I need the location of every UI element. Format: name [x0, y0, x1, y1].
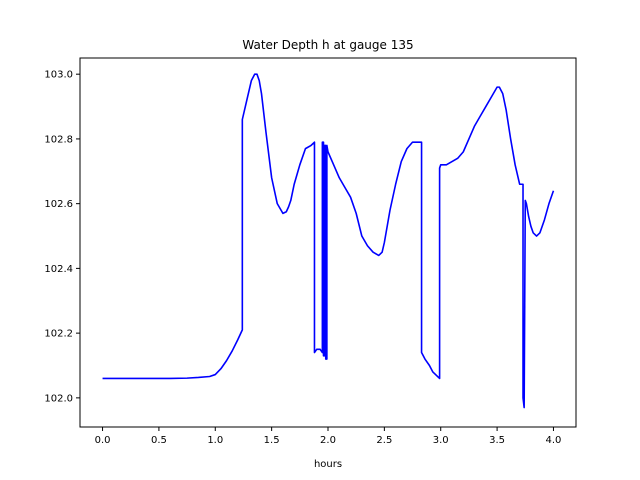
- x-tick-label: 0.5: [151, 435, 167, 446]
- series-line-0: [102, 73, 555, 409]
- y-tick-label: 102.8: [44, 134, 73, 145]
- y-tick-label: 102.0: [44, 393, 73, 404]
- x-tick-label: 2.5: [376, 435, 392, 446]
- y-tick-label: 102.4: [44, 264, 73, 275]
- y-axis: 102.0 102.2 102.4 102.6 102.8 103.0: [44, 70, 80, 404]
- x-axis-title: hours: [314, 459, 342, 470]
- x-tick-label: 1.5: [264, 435, 280, 446]
- x-tick-label: 4.0: [546, 435, 562, 446]
- x-axis: 0.0 0.5 1.0 1.5 2.0 2.5 3.0 3.5 4.0: [95, 427, 562, 446]
- y-tick-label: 103.0: [44, 70, 73, 81]
- series-layer: [102, 73, 555, 409]
- x-tick-label: 1.0: [207, 435, 223, 446]
- x-tick-label: 0.0: [95, 435, 111, 446]
- y-tick-label: 102.2: [44, 329, 73, 340]
- x-tick-label: 2.0: [320, 435, 336, 446]
- y-tick-label: 102.6: [44, 199, 73, 210]
- chart-title: Water Depth h at gauge 135: [242, 38, 413, 52]
- x-tick-label: 3.5: [489, 435, 505, 446]
- x-tick-label: 3.0: [433, 435, 449, 446]
